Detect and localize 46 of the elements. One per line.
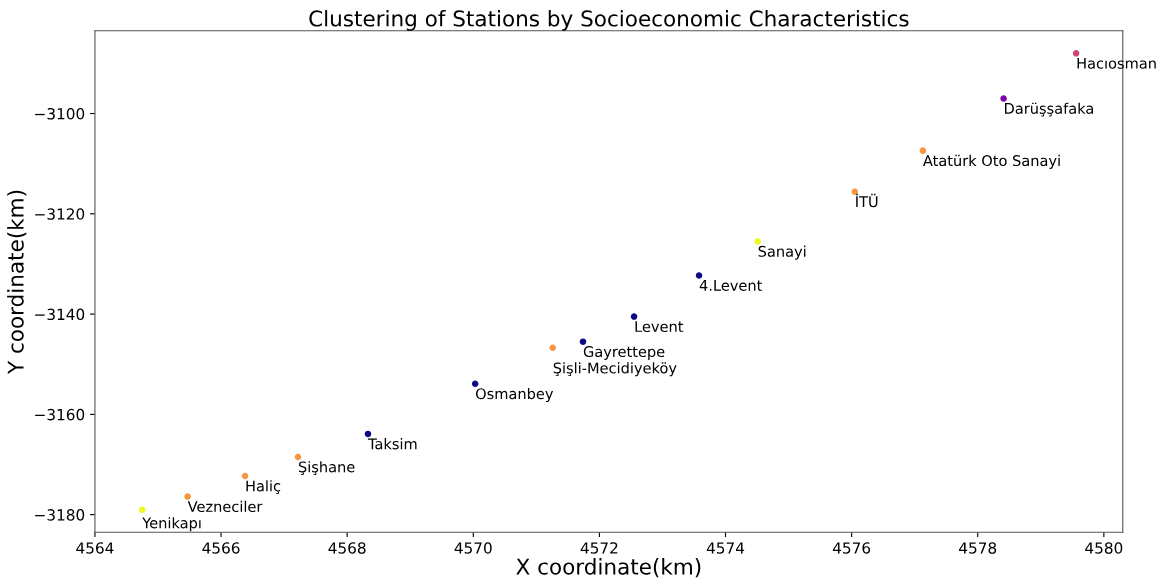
point [138,506,146,513]
y-axis-title: Y coordinate(km) [7,190,27,375]
annotation: Atatürk Oto Sanayi [923,154,1060,169]
x-tick-label: 4580 [1085,542,1123,554]
chart-title: Clustering of Stations by Socioeconomic Characteristics [309,9,909,31]
annotation: Osmanbey [475,387,554,403]
annotation: İTÜ [856,193,878,208]
point [630,313,638,320]
annotation: Hacıosman [1077,57,1156,69]
x-tick-label: 4568 [328,542,366,554]
x-tick-label: 4578 [959,542,997,554]
x-axis-title: X coordinate(km) [516,558,701,578]
point [241,472,249,480]
point [1072,50,1080,57]
x-tick-label: 4570 [454,542,492,554]
point [919,147,927,154]
annotation: Vezneciler [187,500,263,513]
point [549,344,556,351]
x-tick-label: 4572 [580,542,618,554]
annotation: Haliç [246,480,281,495]
annotation: Sanayi [758,245,806,260]
y-tick-label: −3180 [35,509,85,521]
annotation: Şişhane [298,461,355,476]
annotation: Darüşşafaka [1005,102,1094,117]
point [579,338,587,345]
x-tick-label: 4576 [832,542,871,554]
point [364,430,372,438]
annotation: Gayrettepe [583,346,665,360]
annotation: Yenikapı [142,517,201,532]
y-tick-label: −3120 [35,208,85,220]
point [184,493,191,500]
point [754,238,761,245]
point [1000,95,1007,102]
x-tick-label: 4574 [706,542,745,554]
point [294,453,302,461]
y-tick-label: −3160 [35,408,85,421]
annotation: Şişli-Mecidiyeköy [553,362,677,377]
annotation: Levent [635,321,684,333]
annotation: 4.Levent [699,280,762,291]
point [695,272,703,279]
annotation: Taksim [367,438,417,450]
point [471,380,479,388]
x-tick-label: 4566 [202,542,240,554]
y-tick-label: −3140 [35,308,85,321]
y-tick-label: −3100 [35,107,85,120]
x-tick-label: 4564 [76,542,114,554]
